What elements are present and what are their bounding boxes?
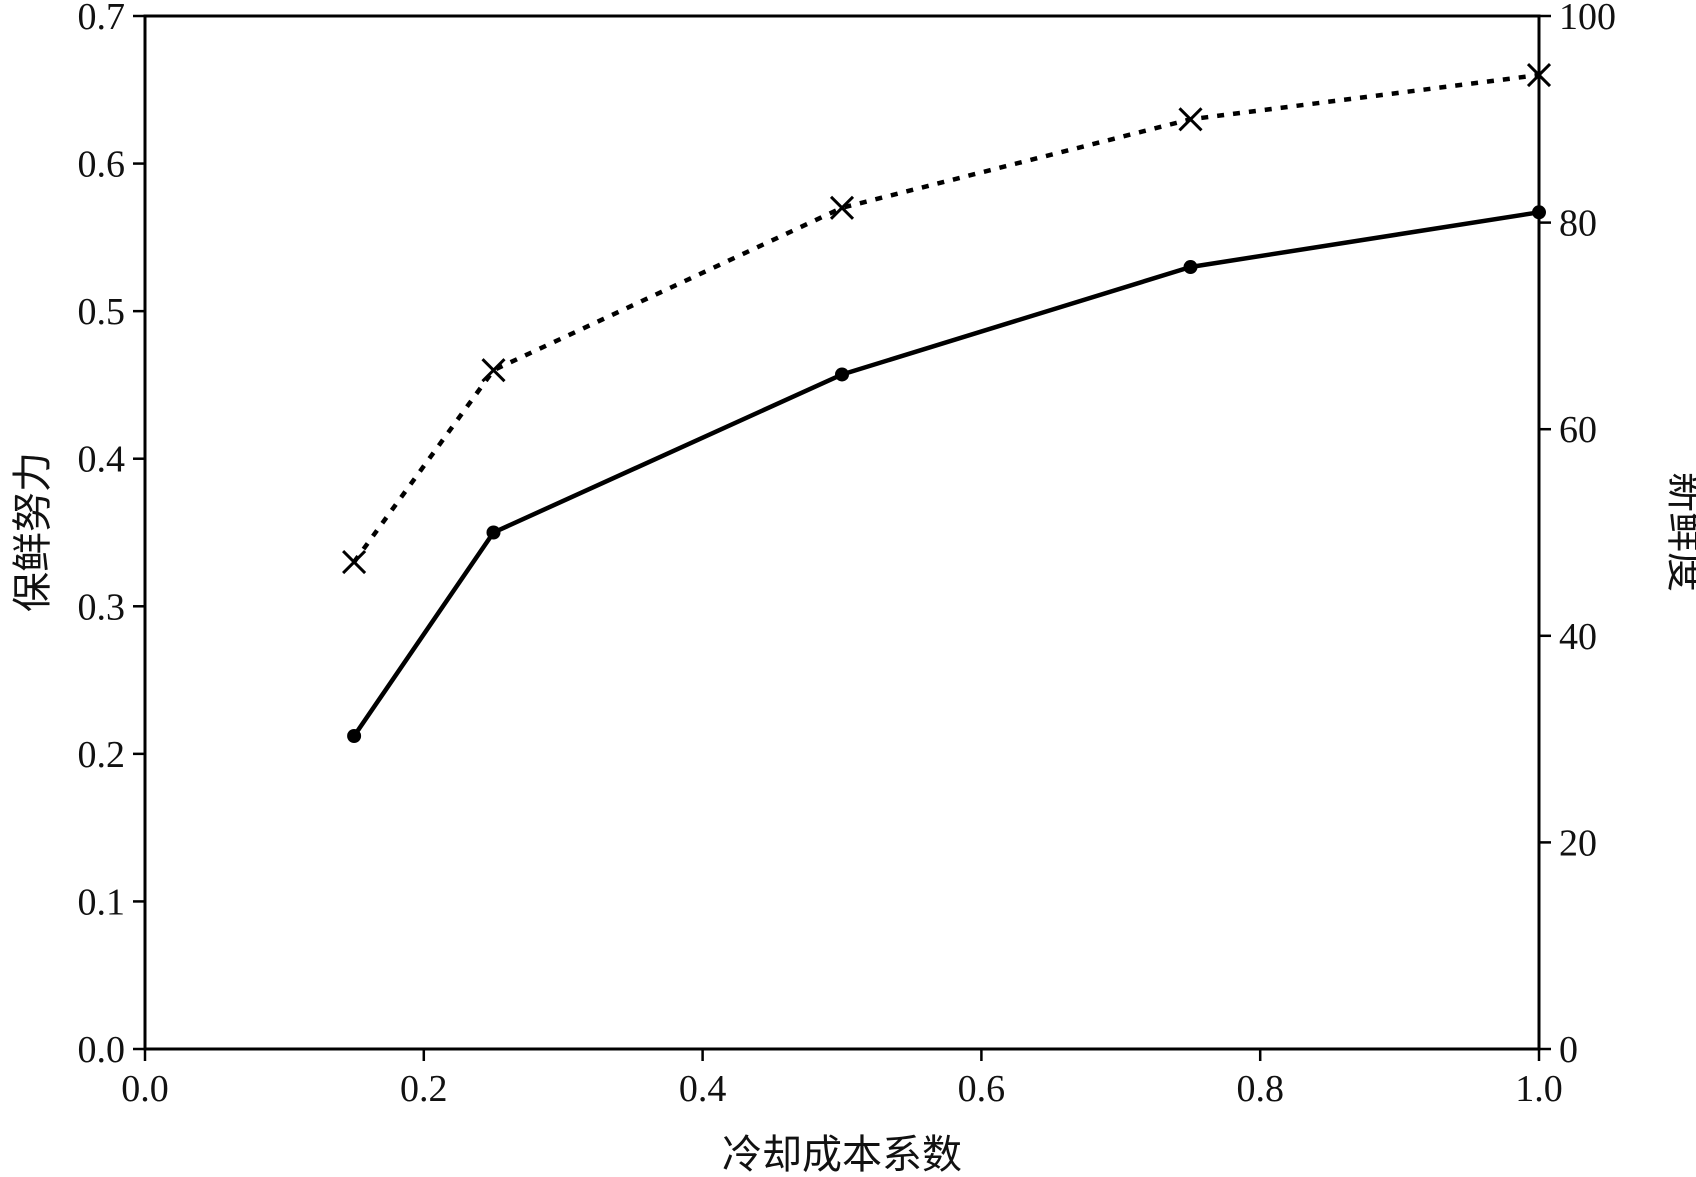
- x-marker-point: [481, 358, 506, 383]
- x-tick-label: 0.8: [1236, 1068, 1284, 1110]
- x-axis-title: 冷却成本系数: [722, 1132, 962, 1177]
- right-y-tick-label: 0: [1559, 1029, 1578, 1071]
- left-y-tick-label: 0.5: [78, 291, 126, 333]
- right-y-tick-label: 40: [1559, 616, 1597, 658]
- x-marker-point: [342, 549, 367, 575]
- dot-marker-point: [486, 525, 501, 540]
- x-tick-label: 0.6: [958, 1068, 1006, 1110]
- left-y-tick-label: 0.7: [78, 0, 126, 38]
- left-y-tick-label: 0.1: [78, 881, 126, 923]
- dot-marker-point: [835, 367, 849, 382]
- dot-marker-point: [347, 729, 362, 744]
- dot-marker-point: [1183, 260, 1198, 275]
- right-y-tick-label: 20: [1559, 822, 1597, 864]
- right-y-tick-label: 80: [1559, 203, 1597, 245]
- dot-marker-point: [1532, 205, 1546, 220]
- x-tick-label: 0.0: [121, 1068, 169, 1110]
- x-tick-label: 1.0: [1515, 1068, 1563, 1110]
- x-axis: 0.0 0.2 0.4 0.6 0.8 1.0: [121, 1049, 1563, 1110]
- x-tick-label: 0.4: [679, 1068, 727, 1110]
- series-layer: [342, 62, 1552, 744]
- right-y-tick-label: 100: [1559, 0, 1616, 38]
- left-y-tick-label: 0.3: [78, 586, 126, 628]
- left-y-tick-label: 0.4: [78, 439, 126, 481]
- x-marker-point: [1178, 107, 1203, 132]
- x-marker-point: [1526, 62, 1552, 88]
- x-marker-point: [829, 195, 855, 220]
- right-y-axis-title: 新鲜度: [1662, 472, 1696, 592]
- left-y-tick-label: 0.6: [78, 144, 126, 186]
- right-y-tick-label: 60: [1559, 409, 1597, 451]
- x-tick-label: 0.2: [400, 1068, 448, 1110]
- left-y-axis: 0.0 0.1 0.2 0.3 0.4 0.5 0.6 0.7: [78, 0, 145, 1071]
- solid-series-line: [352, 210, 1540, 738]
- left-y-axis-title: 保鲜努力: [10, 452, 56, 612]
- plot-frame: [143, 14, 1541, 1051]
- dotted-series-line: [352, 72, 1540, 564]
- left-y-tick-label: 0.0: [78, 1029, 126, 1071]
- left-y-tick-label: 0.2: [78, 734, 126, 776]
- right-y-axis: 0 20 40 60 80 100: [1539, 0, 1616, 1071]
